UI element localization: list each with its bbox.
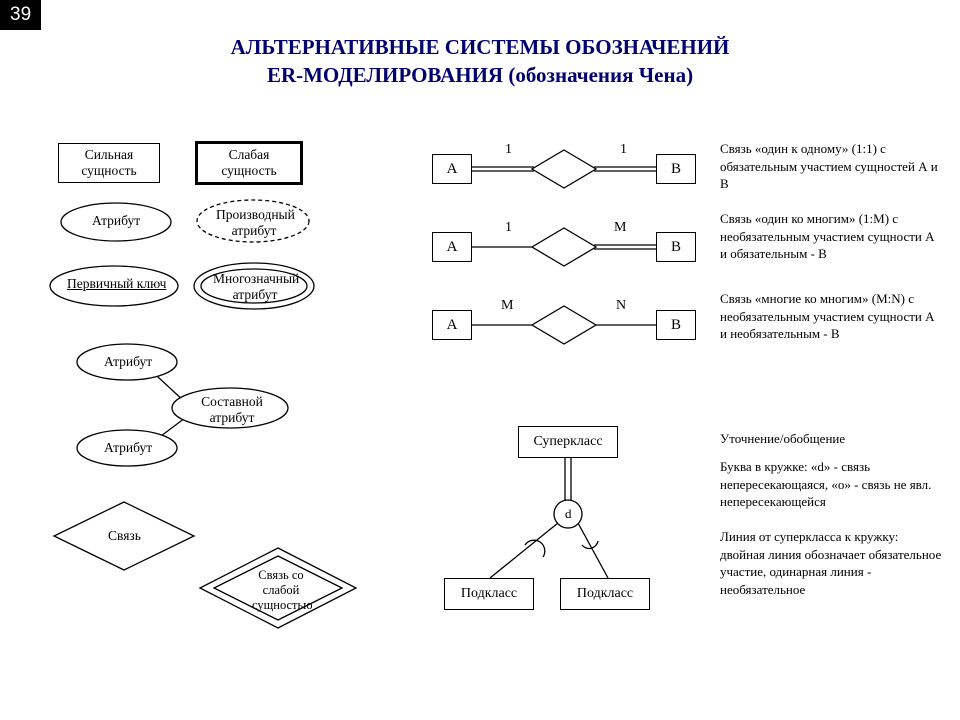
rel1-B: B: [656, 154, 696, 184]
rel3-card-left: M: [501, 298, 513, 314]
rel2-A: A: [432, 232, 472, 262]
title-line-1: АЛЬТЕРНАТИВНЫЕ СИСТЕМЫ ОБОЗНАЧЕНИЙ: [231, 35, 730, 59]
rel2-B: B: [656, 232, 696, 262]
rel3-card-right: N: [616, 298, 626, 314]
slide-number: 39: [0, 0, 41, 30]
rel1-card-left: 1: [505, 142, 512, 158]
rel3-B: B: [656, 310, 696, 340]
weak-relationship-label: Связь сослабойсущностью: [252, 568, 310, 613]
gen-text1: Буква в кружке: «d» - связь непересекающ…: [720, 458, 944, 511]
attr2-label: Атрибут: [104, 354, 152, 370]
rel1-card-right: 1: [620, 142, 627, 158]
composite-group: [55, 340, 335, 480]
strong-entity-box: Сильнаясущность: [58, 143, 160, 183]
rel1-diagram: [472, 144, 656, 194]
rel2-card-left: 1: [505, 220, 512, 236]
relationship-label: Связь: [108, 528, 141, 544]
rel1-desc: Связь «один к одному» (1:1) с обязательн…: [720, 140, 940, 193]
rel3-desc: Связь «многие ко многим» (M:N) с необяза…: [720, 290, 940, 343]
rel1-A: A: [432, 154, 472, 184]
composite-label: Составнойатрибут: [200, 394, 264, 426]
multivalued-label: Многозначныйатрибут: [213, 271, 297, 303]
superclass-box: Суперкласс: [518, 426, 618, 458]
rel2-diagram: [472, 222, 656, 272]
gen-text2: Линия от суперкласса к кружку: двойная л…: [720, 528, 944, 598]
weak-entity-box: Слабаясущность: [195, 141, 303, 185]
page-title: АЛЬТЕРНАТИВНЫЕ СИСТЕМЫ ОБОЗНАЧЕНИЙ ER-МО…: [0, 33, 960, 90]
generalization-diagram: [430, 458, 670, 588]
derived-attr-label: Производныйатрибут: [216, 207, 292, 239]
weak-entity-label: Слабаясущность: [221, 147, 276, 178]
circle-letter: d: [565, 506, 572, 522]
gen-title: Уточнение/обобщение: [720, 430, 940, 448]
rel2-card-right: M: [614, 220, 626, 236]
attr3-label: Атрибут: [104, 440, 152, 456]
attribute-label: Атрибут: [92, 213, 140, 229]
rel3-diagram: [472, 300, 656, 350]
title-line-2: ER-МОДЕЛИРОВАНИЯ (обозначения Чена): [267, 63, 693, 87]
pk-label: Первичный ключ: [67, 276, 166, 292]
rel3-A: A: [432, 310, 472, 340]
rel2-desc: Связь «один ко многим» (1:М) с необязате…: [720, 210, 940, 263]
strong-entity-label: Сильнаясущность: [81, 147, 136, 178]
